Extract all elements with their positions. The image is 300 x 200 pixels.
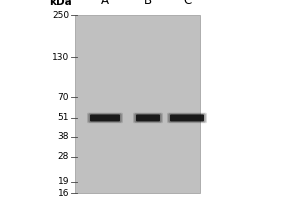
Text: 16: 16	[58, 188, 69, 198]
Text: 28: 28	[58, 152, 69, 161]
Text: kDa: kDa	[50, 0, 72, 7]
FancyBboxPatch shape	[88, 113, 122, 123]
FancyBboxPatch shape	[90, 114, 120, 121]
Text: B: B	[144, 0, 152, 7]
Text: 51: 51	[58, 113, 69, 122]
Text: 130: 130	[52, 53, 69, 62]
Text: C: C	[183, 0, 191, 7]
FancyBboxPatch shape	[87, 113, 123, 123]
Text: 250: 250	[52, 10, 69, 20]
FancyBboxPatch shape	[136, 114, 160, 121]
FancyBboxPatch shape	[170, 114, 204, 121]
FancyBboxPatch shape	[168, 113, 206, 123]
Text: 38: 38	[58, 132, 69, 141]
FancyBboxPatch shape	[167, 113, 207, 123]
Bar	[75, 15, 200, 193]
FancyBboxPatch shape	[133, 113, 163, 123]
Text: 19: 19	[58, 177, 69, 186]
Text: A: A	[101, 0, 109, 7]
Text: 70: 70	[58, 93, 69, 102]
FancyBboxPatch shape	[134, 113, 162, 123]
